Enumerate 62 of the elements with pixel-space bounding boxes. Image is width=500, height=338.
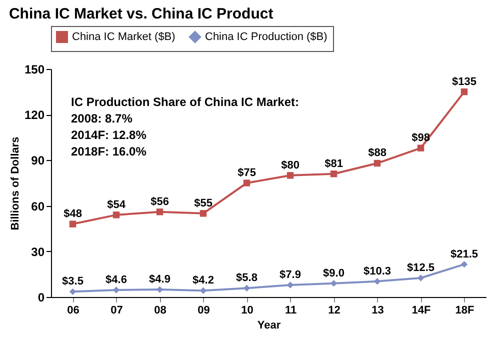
x-tick-label: 11 [284, 304, 297, 316]
point [417, 144, 424, 152]
point [112, 212, 120, 218]
data-label: $9.0 [323, 267, 344, 280]
y-tick-label: 60 [31, 199, 45, 214]
chart-title: China IC Market vs. China IC Product [8, 6, 274, 22]
x-tick-label: 18F [455, 304, 474, 316]
data-label: $75 [238, 167, 256, 179]
data-label: $7.9 [280, 268, 301, 281]
annotation: 2008: 8.7% [71, 112, 133, 126]
data-label: $81 [324, 158, 343, 170]
x-tick-label: 10 [241, 304, 254, 316]
point [460, 88, 468, 96]
data-label: $88 [368, 147, 386, 160]
point [374, 160, 381, 167]
annotation: 2014F: 12.8% [71, 128, 147, 142]
data-label: $56 [150, 196, 169, 208]
y-tick-label: 90 [31, 154, 45, 168]
annotation: IC Production Share of China IC Market: [71, 95, 300, 109]
x-tick-label: 08 [154, 304, 166, 316]
data-label: $21.5 [450, 248, 478, 260]
point [330, 280, 338, 287]
point [417, 274, 424, 282]
data-label: $4.6 [106, 274, 127, 286]
y-tick-label: 120 [24, 108, 45, 122]
point [286, 172, 294, 179]
y-tick-label: 0 [38, 290, 45, 304]
y-tick-label: 30 [31, 244, 45, 259]
data-label: $10.3 [363, 265, 392, 278]
data-label: $5.8 [236, 272, 258, 284]
data-label: $80 [281, 159, 300, 172]
point [243, 284, 250, 292]
point [460, 260, 468, 268]
point [330, 170, 338, 178]
data-label: $12.5 [406, 262, 435, 274]
y-tick-label: 150 [24, 62, 45, 76]
x-tick-label: 12 [328, 304, 340, 316]
point [200, 287, 207, 294]
y-axis-title: Billions of Dollars [9, 136, 22, 230]
point [69, 288, 76, 296]
point [374, 278, 381, 285]
point [69, 220, 76, 228]
x-tick-label: 09 [198, 304, 210, 316]
data-label: $4.9 [149, 274, 170, 286]
x-axis-title: Year [257, 320, 282, 332]
annotation: 2018F: 16.0% [71, 144, 147, 158]
point [243, 180, 250, 186]
data-label: $4.2 [192, 274, 214, 287]
data-label: $55 [194, 197, 212, 210]
data-label: $135 [452, 76, 476, 88]
legend-label: China IC Production ($B) [205, 31, 328, 43]
point [156, 208, 164, 216]
data-label: $54 [107, 198, 126, 211]
x-tick-label: 14F [412, 304, 431, 316]
data-label: $3.5 [62, 276, 84, 288]
x-tick-label: 07 [110, 304, 123, 316]
x-tick-label: 13 [372, 304, 384, 316]
x-tick-label: 06 [67, 304, 80, 316]
data-label: $48 [64, 208, 82, 220]
legend-label: China IC Market ($B) [72, 31, 176, 43]
point [286, 282, 294, 288]
point [200, 210, 207, 217]
